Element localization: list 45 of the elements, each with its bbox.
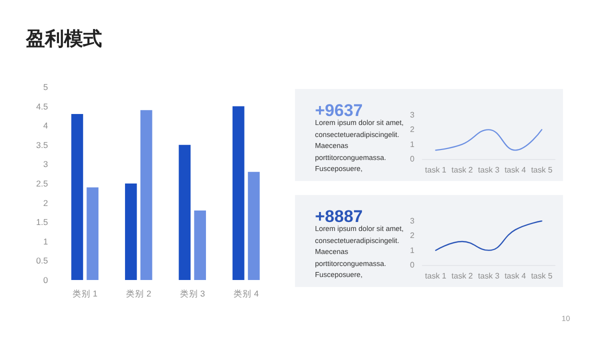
x-tick-label: task 1 [425, 166, 447, 174]
chart-title: 盈利模式 [26, 28, 102, 52]
y-tick-label: 2 [410, 231, 415, 240]
y-tick-label: 0 [410, 154, 415, 164]
y-tick-label: 3 [410, 110, 415, 120]
x-tick-label: 类别 1 [72, 288, 98, 298]
bar [140, 110, 152, 280]
bar [86, 187, 98, 280]
y-tick-label: 5 [43, 82, 48, 92]
bar [194, 210, 206, 280]
x-tick-label: 类别 4 [234, 288, 259, 298]
y-tick-label: 3 [43, 159, 48, 170]
x-tick-label: task 3 [478, 272, 500, 280]
x-tick-label: task 5 [531, 166, 553, 174]
y-tick-label: 3 [410, 216, 415, 226]
x-tick-label: task 3 [478, 166, 500, 174]
line-series [435, 220, 542, 251]
y-tick-label: 1 [410, 246, 415, 255]
chart-title: +8887 [315, 207, 363, 226]
x-tick-label: task 1 [425, 272, 447, 280]
y-tick-label: 2.5 [36, 178, 48, 188]
y-tick-label: 1 [410, 140, 415, 149]
bar [178, 144, 191, 280]
y-tick-label: 4.5 [36, 101, 48, 112]
y-tick-label: 2 [43, 198, 48, 208]
y-tick-label: 0 [43, 275, 48, 285]
y-tick-label: 1 [43, 236, 48, 246]
x-tick-label: task 5 [531, 272, 553, 280]
y-tick-label: 0 [410, 260, 415, 270]
x-tick-label: task 2 [452, 166, 474, 174]
x-tick-label: task 2 [452, 272, 474, 280]
bar [232, 106, 244, 280]
x-tick-label: task 4 [504, 166, 526, 174]
x-tick-label: 类别 3 [180, 288, 206, 298]
chart-title: +9637 [315, 101, 363, 120]
y-tick-label: 3.5 [36, 140, 48, 150]
y-tick-label: 4 [43, 120, 48, 131]
bar [125, 184, 137, 280]
y-tick-label: 0.5 [36, 256, 48, 266]
y-tick-label: 1.5 [36, 217, 48, 228]
x-tick-label: task 4 [504, 272, 526, 280]
bar [248, 172, 260, 280]
bar [71, 114, 84, 280]
x-tick-label: 类别 2 [126, 288, 152, 298]
y-tick-label: 2 [410, 125, 415, 134]
